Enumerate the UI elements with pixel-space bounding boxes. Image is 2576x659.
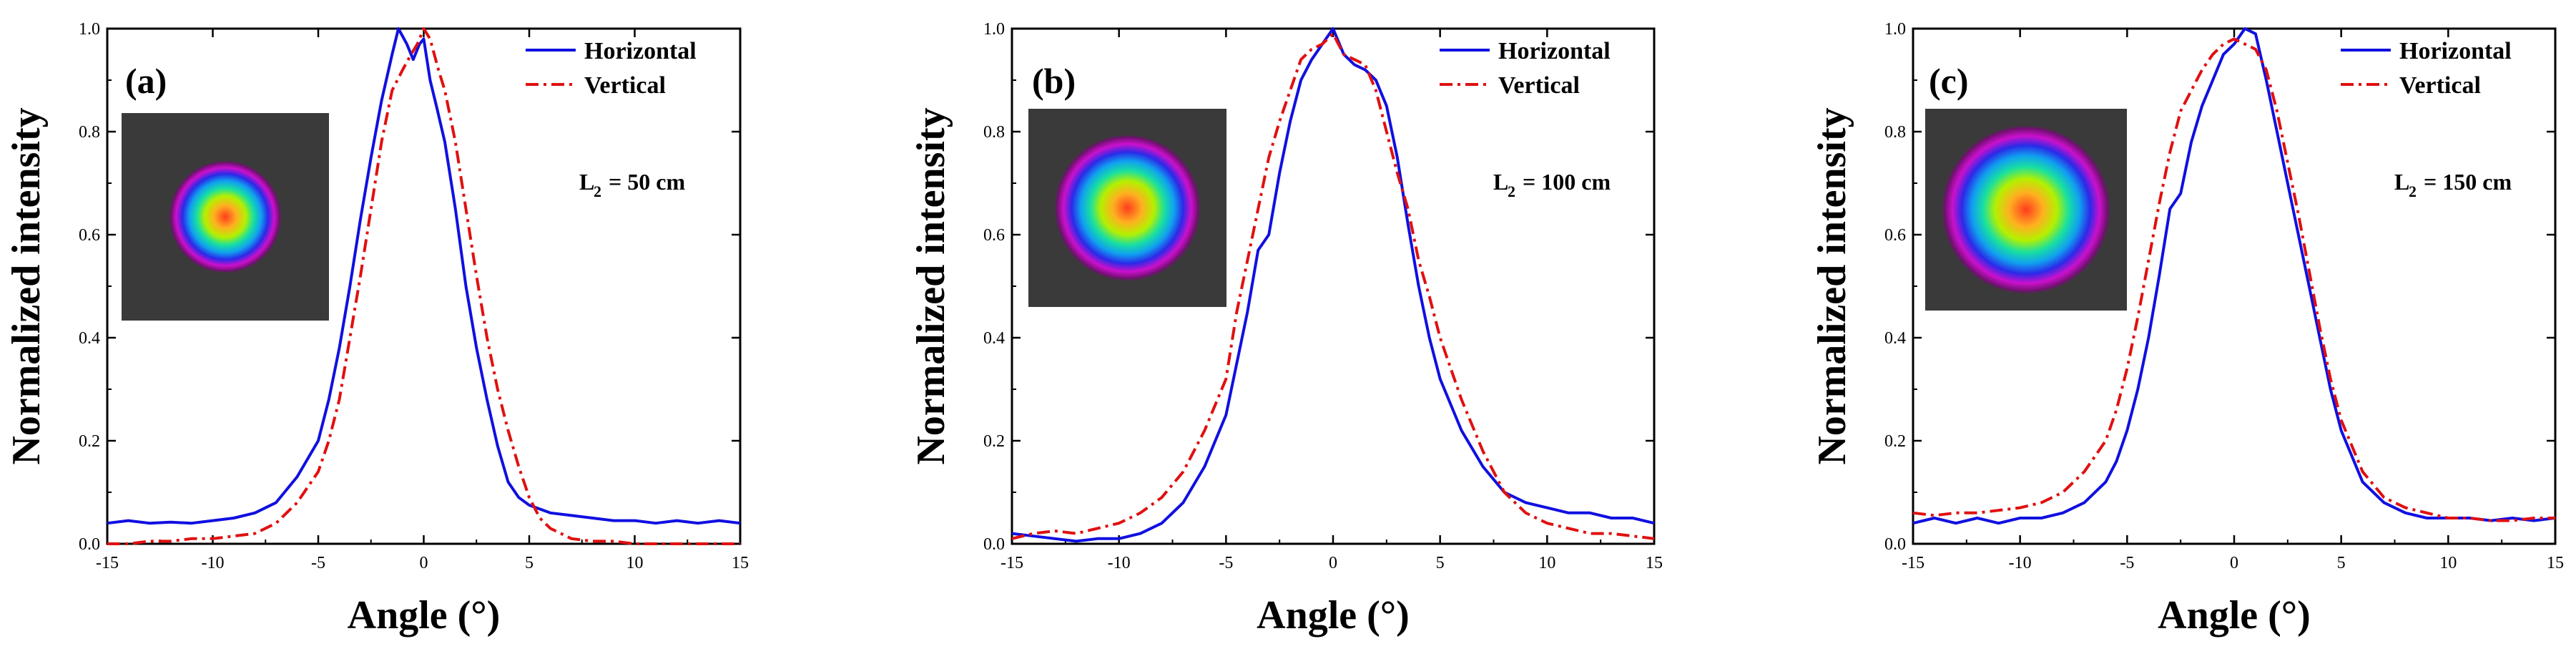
x-tick-label: 10 [1538,554,1555,572]
x-axis-title: Angle (°) [348,593,501,638]
panel-label: (b) [1032,61,1076,101]
parameter-value: = 100 cm [1517,169,1611,195]
panel-label: (c) [1929,61,1969,101]
x-tick-label: 5 [1436,554,1445,572]
y-tick-label: 0.6 [983,226,1005,245]
y-axis-title: Normalized intensity [1810,107,1854,464]
y-tick-label: 0.6 [79,226,100,245]
parameter-symbol: L [1493,169,1508,195]
x-tick-label: -10 [2009,554,2032,572]
y-tick-label: 1.0 [79,20,100,39]
x-tick-label: 0 [2230,554,2238,572]
legend-label: Horizontal [2399,38,2512,64]
y-tick-label: 0.2 [1884,432,1906,451]
series-line-horizontal [107,27,741,525]
parameter-symbol: L [2394,169,2409,195]
y-tick-label: 0.0 [983,535,1005,554]
x-tick-label: -15 [1001,554,1023,572]
legend-label: Horizontal [584,38,697,64]
y-tick-label: 0.4 [983,329,1005,348]
x-tick-label: -10 [1108,554,1131,572]
panel-label: (a) [125,61,167,101]
parameter-value: = 50 cm [603,169,685,195]
legend-label: Vertical [584,72,666,99]
legend: Horizontal Vertical [2341,38,2512,99]
legend-label: Vertical [1498,72,1580,99]
series-line-horizontal [1912,27,2556,525]
legend: Horizontal Vertical [526,38,697,99]
parameter-symbol: L [579,169,594,195]
beam-profile-inset [1028,109,1226,307]
x-tick-label: 0 [1329,554,1337,572]
x-tick-label: 5 [2337,554,2346,572]
parameter-subscript: 2 [1508,182,1515,200]
legend-label: Vertical [2399,72,2481,99]
x-tick-label: -5 [311,554,325,572]
y-tick-label: 0.8 [1884,123,1906,142]
y-tick-label: 1.0 [1884,20,1906,39]
x-tick-label: -10 [202,554,225,572]
x-tick-label: 15 [2547,554,2564,572]
beam-profile-inset [122,113,329,321]
parameter-value: = 150 cm [2418,169,2512,195]
chart-panel: -15 -10 -5 0 5 10 15 0.0 0.2 0.4 0.6 0.8 1.0 Angle (°… [4,20,749,638]
x-tick-label: 15 [732,554,749,572]
beam-spot [168,160,282,274]
parameter-subscript: 2 [594,182,601,200]
x-tick-label: 0 [420,554,428,572]
y-tick-label: 0.0 [79,535,100,554]
series-line-vertical [1912,37,2555,522]
y-tick-label: 0.2 [983,432,1005,451]
x-tick-label: 10 [2439,554,2457,572]
y-tick-label: 0.2 [79,432,100,451]
y-axis-title: Normalized intensity [909,107,953,464]
legend-label: Horizontal [1498,38,1611,64]
beam-spot [1053,133,1202,283]
parameter-subscript: 2 [2409,182,2417,200]
y-tick-label: 0.4 [79,329,100,348]
x-tick-label: -5 [1219,554,1233,572]
beam-profile-inset [1925,109,2127,311]
y-axis-title: Normalized intensity [4,107,49,464]
y-tick-label: 0.8 [79,123,100,142]
y-tick-label: 0.4 [1884,329,1906,348]
x-tick-label: 10 [626,554,644,572]
chart-panel: -15 -10 -5 0 5 10 15 0.0 0.2 0.4 0.6 0.8 1.0 Angle (°… [909,20,1663,638]
y-tick-label: 0.6 [1884,226,1906,245]
x-axis-title: Angle (°) [1257,593,1410,638]
x-axis-title: Angle (°) [2158,593,2311,638]
y-tick-label: 0.8 [983,123,1005,142]
x-tick-label: -15 [96,554,119,572]
chart-panel: -15 -10 -5 0 5 10 15 0.0 0.2 0.4 0.6 0.8 1.0 Angle (°… [1810,20,2564,638]
x-tick-label: -5 [2120,554,2134,572]
x-tick-label: 5 [525,554,534,572]
beam-spot [1940,124,2112,296]
legend: Horizontal Vertical [1440,38,1611,99]
series-line-horizontal [1011,27,1655,543]
y-tick-label: 1.0 [983,20,1005,39]
series-line-vertical [107,27,740,545]
y-tick-label: 0.0 [1884,535,1906,554]
x-tick-label: 15 [1646,554,1663,572]
x-tick-label: -15 [1902,554,1924,572]
